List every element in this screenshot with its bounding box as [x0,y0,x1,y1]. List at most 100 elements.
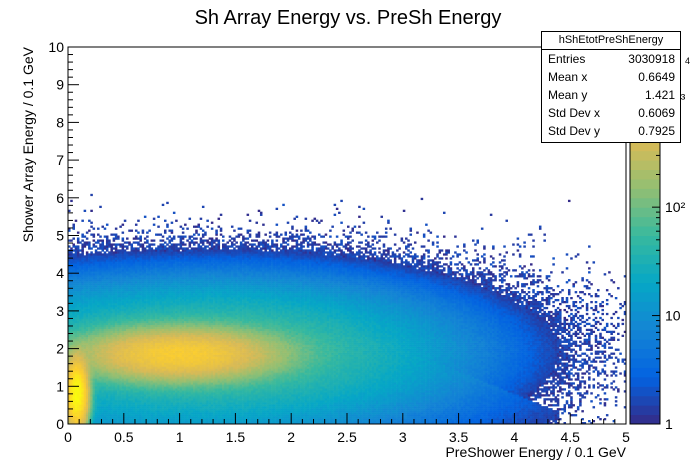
heatmap-cell [72,346,75,349]
heatmap-cell [157,287,160,290]
heatmap-cell [179,378,183,381]
heatmap-cell [88,267,91,270]
heatmap-cell [168,273,171,276]
heatmap-cell [141,253,145,256]
heatmap-cell [79,324,82,328]
heatmap-cell [101,271,105,274]
heatmap-cell [79,356,82,359]
heatmap-cell [88,356,91,359]
heatmap-cell [68,227,71,230]
heatmap-cell [103,422,107,425]
heatmap-cell [134,320,138,324]
heatmap-cell [186,382,189,385]
heatmap-cell [137,279,140,282]
heatmap-cell [181,380,185,383]
heatmap-cell [157,396,160,399]
heatmap-cell [110,342,113,345]
heatmap-cell [152,374,156,377]
heatmap-cell [108,388,111,391]
heatmap-cell [74,338,78,341]
heatmap-cell [166,376,169,379]
heatmap-cell [134,237,138,240]
heatmap-cell [141,231,145,234]
heatmap-cell [99,366,102,369]
heatmap-cell [188,414,192,417]
heatmap-cell [85,394,89,397]
heatmap-cell [110,384,113,387]
heatmap-cell [123,386,127,389]
heatmap-cell [157,281,160,284]
heatmap-cell [112,378,116,381]
heatmap-cell [134,306,138,310]
heatmap-cell [152,400,156,403]
heatmap-cell [68,267,71,270]
heatmap-cell [128,257,131,260]
heatmap-cell [152,360,156,363]
heatmap-cell [126,410,129,413]
heatmap-cell [85,326,89,330]
heatmap-cell [76,257,80,260]
heatmap-cell [85,338,89,341]
heatmap-cell [81,279,84,282]
heatmap-cell [99,328,102,332]
heatmap-cell [132,320,136,324]
heatmap-cell [110,273,113,276]
heatmap-cell [117,416,120,419]
heatmap-cell [103,251,107,254]
heatmap-cell [139,398,142,401]
heatmap-cell [172,306,176,310]
heatmap-cell [94,322,98,326]
heatmap-cell [175,338,178,341]
heatmap-cell [94,364,98,367]
heatmap-cell [70,314,73,318]
heatmap-cell [119,332,122,336]
heatmap-cell [177,275,180,278]
heatmap-cell [143,261,147,264]
heatmap-cell [72,388,75,391]
heatmap-cell [112,394,116,397]
heatmap-cell [141,358,145,361]
heatmap-cell [150,386,154,389]
heatmap-cell [119,340,122,343]
heatmap-cell [166,312,169,316]
heatmap-cell [168,402,171,405]
heatmap-cell [148,291,151,294]
heatmap-cell [168,334,171,337]
heatmap-cell [159,265,163,268]
heatmap-cell [172,352,176,355]
heatmap-cell [166,243,169,246]
heatmap-cell [126,388,129,391]
heatmap-cell [79,332,82,336]
heatmap-cell [68,388,71,391]
heatmap-cell [101,312,105,316]
heatmap-cell [101,295,105,298]
heatmap-cell [83,352,87,355]
heatmap-cell [175,300,178,304]
heatmap-cell [157,302,160,306]
heatmap-cell [94,263,98,266]
heatmap-cell [181,346,185,349]
heatmap-cell [112,251,116,254]
heatmap-cell [188,416,192,419]
heatmap-cell [110,318,113,322]
heatmap-cell [101,366,105,369]
heatmap-cell [68,277,71,280]
heatmap-cell [152,354,156,357]
heatmap-cell [172,380,176,383]
heatmap-cell [108,255,111,258]
heatmap-cell [114,382,118,385]
heatmap-cell [172,310,176,314]
heatmap-cell [168,368,171,371]
heatmap-cell [114,275,118,278]
heatmap-cell [146,267,149,270]
heatmap-cell [114,358,118,361]
heatmap-cell [159,263,163,266]
heatmap-cell [123,422,127,425]
heatmap-cell [163,342,167,345]
heatmap-cell [148,293,151,296]
heatmap-cell [68,418,71,421]
heatmap-cell [72,265,75,268]
heatmap-cell [128,414,131,417]
heatmap-cell [72,308,75,312]
heatmap-cell [94,356,98,359]
